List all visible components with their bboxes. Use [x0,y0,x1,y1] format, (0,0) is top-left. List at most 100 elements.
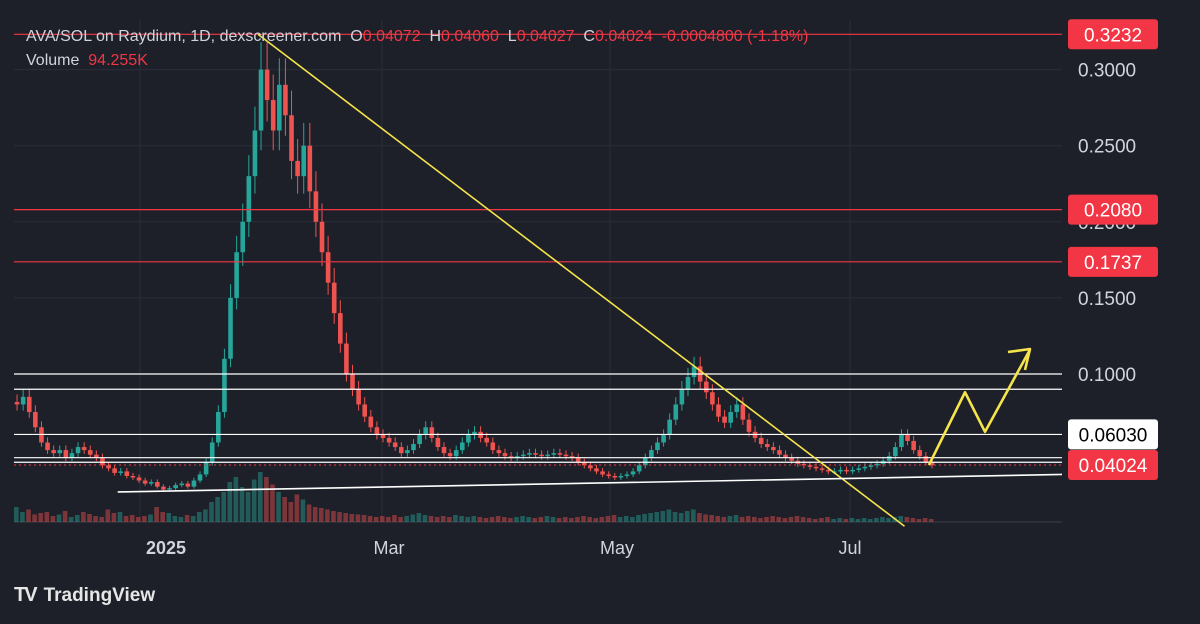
candle-body [642,457,648,466]
volume-bar [117,512,123,522]
volume-bar [422,515,428,522]
volume-bar [526,517,531,522]
volume-bar [172,516,178,522]
candle-body [838,469,843,472]
volume-legend: Volume 94.255K [26,52,148,70]
volume-bar [581,516,586,522]
candle-body [185,483,191,487]
candle-body [325,252,331,283]
volume-bar [166,513,172,522]
volume-bar [68,517,74,522]
candle-body [716,404,721,417]
volume-bar [831,519,836,522]
volume-bar [611,515,617,522]
tradingview-brand[interactable]: TV TradingView [14,584,155,607]
candle-body [14,402,20,405]
volume-bar [697,513,702,522]
candle-body [691,366,697,378]
price-tag-label: 0.04024 [1079,456,1148,477]
volume-bar [373,517,379,522]
volume-bar [367,516,373,522]
candle-body [51,450,56,454]
candle-body [569,456,575,458]
candle-body [557,453,563,455]
volume-bar [642,514,647,522]
candle-body [130,475,136,478]
price-tick-label: 0.1000 [1078,365,1136,386]
candle-body [661,434,666,443]
candle-body [252,130,258,177]
candle-body [807,465,813,467]
candle-body [405,450,410,454]
candle-body [874,463,880,466]
volume-bar [520,516,525,522]
candle-body [771,447,776,451]
candle-body [801,463,807,466]
volume-bar [154,507,159,522]
volume-bar [14,507,19,522]
volume-bar [739,517,745,522]
candle-body [222,358,227,413]
candle-body [520,454,526,457]
candle-body [417,434,422,445]
volume-bar [111,513,117,522]
low-value: 0.04027 [516,28,575,45]
candle-body [624,474,630,476]
candle-body [893,447,898,457]
candle-body [399,447,404,454]
volume-bar [508,518,513,522]
candle-body [813,466,819,469]
candle-body [63,450,69,458]
volume-bar [257,472,263,522]
candle-body [411,444,416,451]
volume-bar [428,516,434,522]
volume-bar [691,509,696,522]
symbol-title: AVA/SOL on Raydium, 1D, dexscreener.com [26,28,342,45]
volume-bar [87,514,92,522]
candle-body [630,471,636,475]
candle-body [167,488,172,490]
volume-bar [922,518,928,522]
projection-arrowhead-icon [1007,347,1032,371]
volume-bar [867,519,873,522]
volume-bar [50,516,56,522]
volume-bar [593,518,599,522]
volume-bar [623,516,629,522]
volume-bar [349,514,355,522]
volume-bar [270,484,275,522]
volume-bar [654,512,660,522]
volume-bar [410,514,416,522]
volume-bar [703,514,708,522]
high-label: H [429,28,442,45]
volume-bar [264,477,269,522]
price-tick-label: 0.1500 [1078,289,1136,310]
volume-bar [288,502,294,522]
volume-bar [861,518,867,522]
volume-bar [440,516,446,522]
time-tick-label: Mar [374,538,405,558]
candle-body [508,456,514,458]
volume-bar [81,512,86,522]
candle-body [594,468,599,472]
candle-body [136,477,142,481]
candle-body [703,381,709,393]
candle-body [392,442,398,448]
candle-body [155,482,160,487]
volume-bar [379,516,385,522]
volume-bar [538,517,544,522]
volume-bar [190,516,196,522]
volume-bar [770,516,775,522]
volume-bar [745,516,751,522]
candle-body [191,480,197,487]
candle-body [362,404,368,417]
volume-bar [74,515,80,522]
volume-bar [404,516,409,522]
volume-bar [184,515,190,522]
candle-body [740,404,746,420]
candle-body [618,475,624,478]
volume-bar [392,515,397,522]
volume-bar [672,512,678,522]
volume-bar [361,515,367,522]
volume-bar [62,511,68,522]
